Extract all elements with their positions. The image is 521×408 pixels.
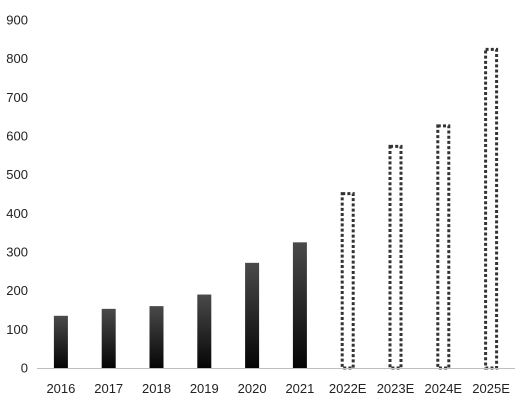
x-axis-tick-labels: 2016 2017 2018 2019 2020 2021 2022E 2023E 2024E 2… [46,381,510,396]
y-tick-label-400: 400 [6,206,28,221]
bar-2020 [245,262,260,368]
y-axis-tick-labels: 0 100 200 300 400 500 600 700 800 900 [6,13,28,376]
y-tick-label-200: 200 [6,283,28,298]
bar-2022E [340,192,355,370]
y-tick-label-300: 300 [6,245,28,260]
bar-2024E [436,124,451,370]
x-tick-label-2022E: 2022E [329,381,367,396]
y-tick-label-500: 500 [6,167,28,182]
x-tick-label-2016: 2016 [46,381,75,396]
x-tick-label-2021: 2021 [285,381,314,396]
bar-2019 [197,294,212,368]
bars-group [53,47,499,370]
x-tick-label-2020: 2020 [238,381,267,396]
y-tick-label-800: 800 [6,51,28,66]
y-tick-label-0: 0 [21,361,28,376]
bar-2017 [101,308,116,368]
bar-2018 [149,306,164,368]
x-tick-label-2018: 2018 [142,381,171,396]
bar-2021 [292,242,307,368]
y-tick-label-900: 900 [6,13,28,28]
x-tick-label-2019: 2019 [190,381,219,396]
y-tick-label-600: 600 [6,129,28,144]
x-tick-label-2023E: 2023E [377,381,415,396]
bar-2016 [53,315,68,368]
x-tick-label-2017: 2017 [94,381,123,396]
y-tick-label-700: 700 [6,90,28,105]
x-tick-label-2025E: 2025E [472,381,510,396]
y-tick-label-100: 100 [6,322,28,337]
x-tick-label-2024E: 2024E [425,381,463,396]
bar-2025E [484,47,499,370]
bar-2023E [388,144,403,370]
